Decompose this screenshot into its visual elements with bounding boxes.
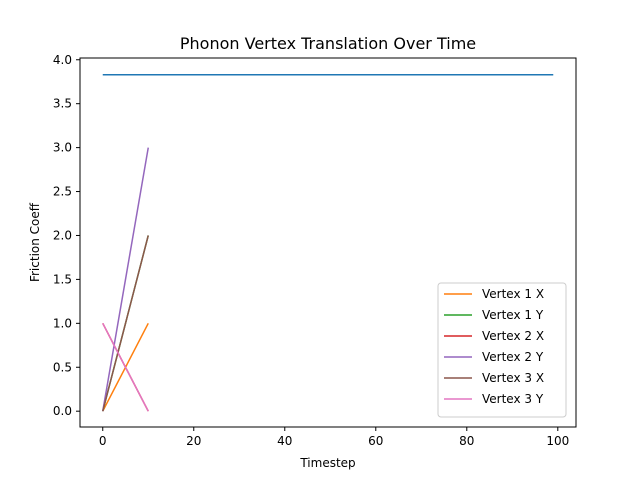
y-tick-label: 4.0 (53, 53, 72, 67)
x-tick-label: 80 (459, 434, 474, 448)
legend-label: Vertex 2 Y (482, 350, 544, 364)
y-tick-label: 2.0 (53, 228, 72, 242)
series-line-6 (102, 322, 149, 412)
legend-label: Vertex 2 X (482, 329, 544, 343)
x-axis-label: Timestep (299, 456, 355, 470)
y-tick-label: 2.5 (53, 185, 72, 199)
legend-label: Vertex 1 X (482, 287, 544, 301)
series-line-4 (102, 147, 149, 412)
chart-title: Phonon Vertex Translation Over Time (180, 34, 476, 53)
x-tick-label: 100 (546, 434, 569, 448)
axes-frame (79, 57, 577, 428)
legend-label: Vertex 1 Y (482, 308, 544, 322)
series-line-5 (102, 235, 149, 412)
y-tick-label: 3.0 (53, 141, 72, 155)
y-axis-label: Friction Coeff (28, 202, 42, 282)
y-tick-label: 3.5 (53, 97, 72, 111)
x-tick-label: 40 (277, 434, 292, 448)
x-tick-label: 0 (99, 434, 107, 448)
y-tick-label: 0.0 (53, 404, 72, 418)
legend-box (437, 282, 567, 418)
y-tick-label: 0.5 (53, 360, 72, 374)
x-tick-label: 60 (368, 434, 383, 448)
y-tick-label: 1.5 (53, 272, 72, 286)
x-tick-label: 20 (186, 434, 201, 448)
legend-label: Vertex 3 X (482, 371, 544, 385)
y-tick-label: 1.0 (53, 316, 72, 330)
legend-label: Vertex 3 Y (482, 392, 544, 406)
x-axis-ticks: 0 20 40 60 80 100 (99, 427, 569, 448)
y-axis-ticks: 0.0 0.5 1.0 1.5 2.0 2.5 3.0 3.5 4.0 (53, 53, 80, 418)
plot-area (102, 73, 554, 412)
legend: Vertex 1 X Vertex 1 Y Vertex 2 X Vertex 2 Y… (437, 282, 567, 418)
